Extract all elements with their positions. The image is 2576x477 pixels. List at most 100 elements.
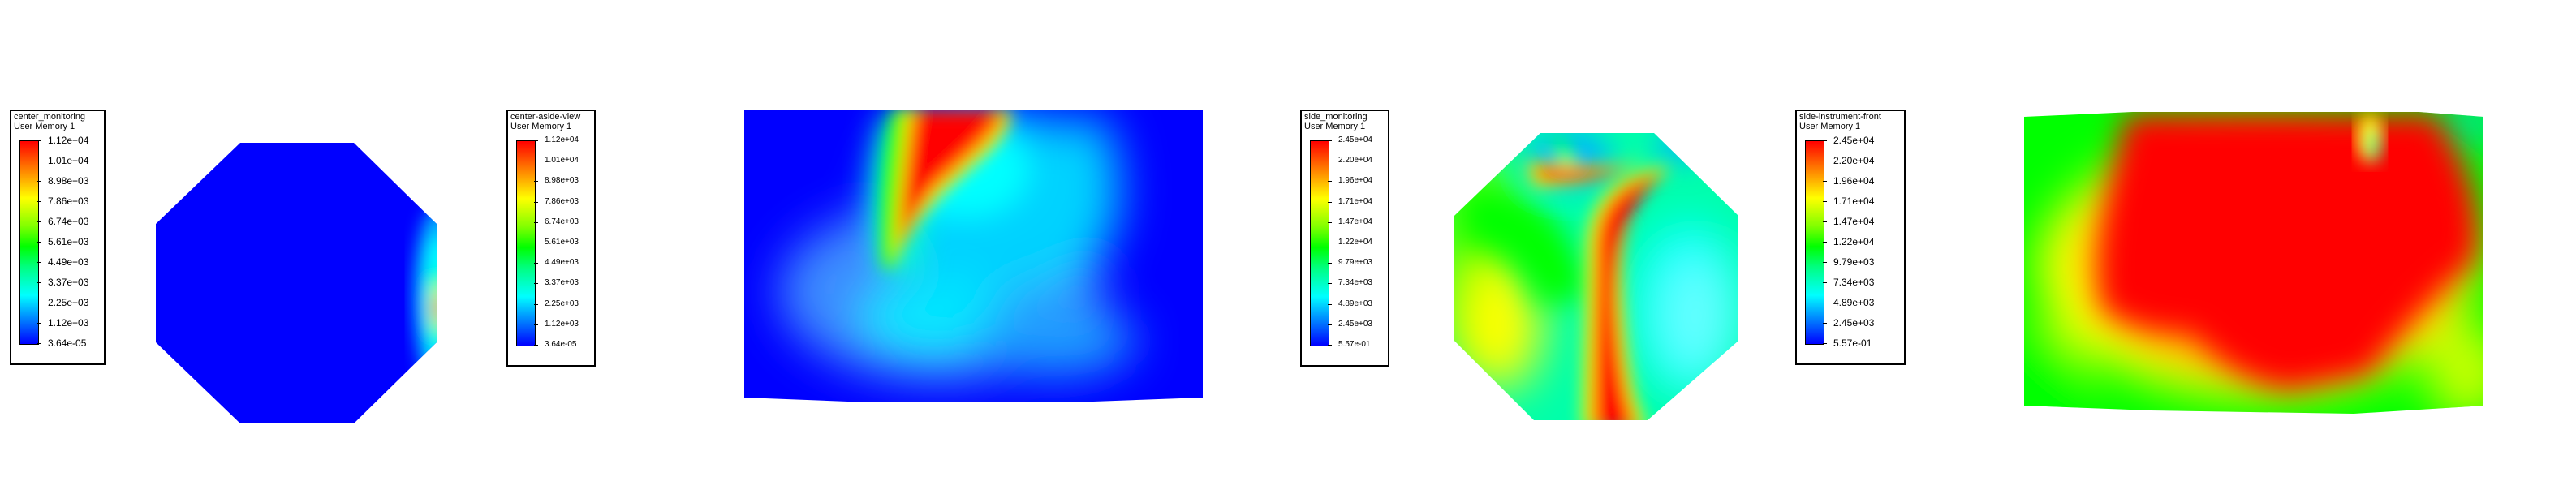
colorbar-tick [1823,221,1827,222]
colorbar-tick [37,323,41,324]
colorbar-tick-label: 2.20e+04 [1833,155,1875,166]
legend-subtitle: User Memory 1 [14,122,75,131]
colorbar-tick [534,303,538,305]
colorbar-tick [1823,181,1827,182]
colorbar-tick-label: 5.57e-01 [1833,337,1872,349]
colorbar-tick [534,221,538,223]
colorbar-tick-label: 2.45e+03 [1338,319,1372,329]
colorbar-tick [534,345,538,346]
colorbar-tick-label: 2.20e+04 [1338,156,1372,165]
colorbar-tick [1823,140,1827,141]
colorbar-tick [1823,343,1827,344]
colorbar-tick [1328,181,1332,183]
colorbar-tick-label: 4.89e+03 [1338,299,1372,308]
colorbar [1310,140,1329,346]
colorbar-tick-label: 1.12e+04 [48,135,89,146]
colorbar-tick-label: 1.71e+04 [1833,196,1875,207]
colorbar-tick-label: 7.34e+03 [1338,278,1372,288]
contour-plot-center-monitoring [156,143,437,423]
legend-subtitle: User Memory 1 [510,122,572,131]
colorbar-tick [1328,263,1332,264]
colorbar-tick [1328,201,1332,203]
colorbar-tick-label: 1.96e+04 [1833,175,1875,187]
colorbar-tick [1823,262,1827,263]
colorbar-tick [37,221,41,222]
colorbar-tick-label: 8.98e+03 [48,175,89,187]
colorbar-tick-label: 1.47e+04 [1338,217,1372,226]
colorbar-tick-label: 8.98e+03 [545,176,579,186]
colorbar-tick [1328,140,1332,141]
colorbar-tick [37,282,41,283]
legend-center-monitoring: center_monitoring User Memory 1 1.12e+04… [10,110,106,365]
colorbar-tick [37,343,41,344]
colorbar-tick-label: 4.89e+03 [1833,297,1875,308]
colorbar-tick [37,201,41,202]
colorbar-tick [37,242,41,243]
colorbar-tick-label: 9.79e+03 [1338,258,1372,268]
colorbar-tick-label: 1.12e+03 [48,317,89,329]
colorbar-tick-label: 6.74e+03 [48,216,89,227]
colorbar-tick [534,263,538,264]
colorbar-tick-label: 3.64e-05 [48,337,87,349]
colorbar-tick [534,140,538,141]
colorbar-tick [1328,283,1332,285]
legend-title: side-instrument-front [1799,112,1881,122]
colorbar-tick-label: 6.74e+03 [545,217,579,226]
colorbar-tick [1823,323,1827,324]
colorbar-tick [37,181,41,182]
colorbar-tick-label: 1.01e+04 [545,156,579,165]
colorbar-tick [1328,324,1332,325]
colorbar-tick-label: 7.86e+03 [48,196,89,207]
colorbar-tick [534,181,538,183]
colorbar-tick [1328,345,1332,346]
legend-side-instrument-front: side-instrument-front User Memory 1 2.45… [1795,110,1906,365]
colorbar-tick-label: 4.49e+03 [545,258,579,268]
colorbar-tick [1328,303,1332,305]
colorbar-tick-label: 1.96e+04 [1338,176,1372,186]
colorbar-tick-label: 1.12e+04 [545,135,579,144]
colorbar-tick-label: 5.61e+03 [48,236,89,247]
colorbar [1805,140,1824,345]
colorbar-tick [534,283,538,285]
colorbar-tick-label: 2.45e+04 [1833,135,1875,146]
colorbar [516,140,536,346]
legend-subtitle: User Memory 1 [1799,122,1861,131]
colorbar-tick-label: 1.71e+04 [1338,196,1372,206]
contour-plot-side-instrument-front [2024,112,2483,414]
colorbar-tick [1823,282,1827,283]
colorbar-tick-label: 2.45e+04 [1338,135,1372,144]
legend-subtitle: User Memory 1 [1304,122,1366,131]
colorbar-tick-label: 5.61e+03 [545,238,579,247]
colorbar-tick [534,324,538,325]
colorbar-tick [534,201,538,203]
colorbar-tick-label: 3.37e+03 [545,278,579,288]
colorbar-tick-label: 1.22e+04 [1338,238,1372,247]
colorbar-tick-label: 2.45e+03 [1833,317,1875,329]
legend-center-aside-view: center-aside-view User Memory 1 1.12e+04… [506,110,596,367]
colorbar-tick [37,140,41,141]
legend-side-monitoring: side_monitoring User Memory 1 2.45e+04 2.… [1300,110,1389,367]
colorbar-tick [1823,242,1827,243]
contour-plot-side-monitoring [1454,133,1738,420]
legend-title: center-aside-view [510,112,581,122]
legend-title: side_monitoring [1304,112,1368,122]
colorbar-tick-label: 9.79e+03 [1833,256,1875,268]
colorbar-tick-label: 4.49e+03 [48,256,89,268]
colorbar [19,140,39,345]
colorbar-tick-label: 1.12e+03 [545,319,579,329]
colorbar-tick-label: 3.37e+03 [48,277,89,288]
colorbar-tick-label: 7.86e+03 [545,196,579,206]
colorbar-tick [1328,221,1332,223]
colorbar-tick-label: 2.25e+03 [545,299,579,308]
colorbar-tick-label: 3.64e-05 [545,340,577,349]
colorbar-tick-label: 1.01e+04 [48,155,89,166]
colorbar-tick-label: 2.25e+03 [48,297,89,308]
legend-title: center_monitoring [14,112,86,122]
colorbar-tick [1823,201,1827,202]
colorbar-tick-label: 7.34e+03 [1833,277,1875,288]
colorbar-tick-label: 1.47e+04 [1833,216,1875,227]
colorbar-tick [37,262,41,263]
colorbar-tick-label: 5.57e-01 [1338,340,1371,349]
colorbar-tick-label: 1.22e+04 [1833,236,1875,247]
